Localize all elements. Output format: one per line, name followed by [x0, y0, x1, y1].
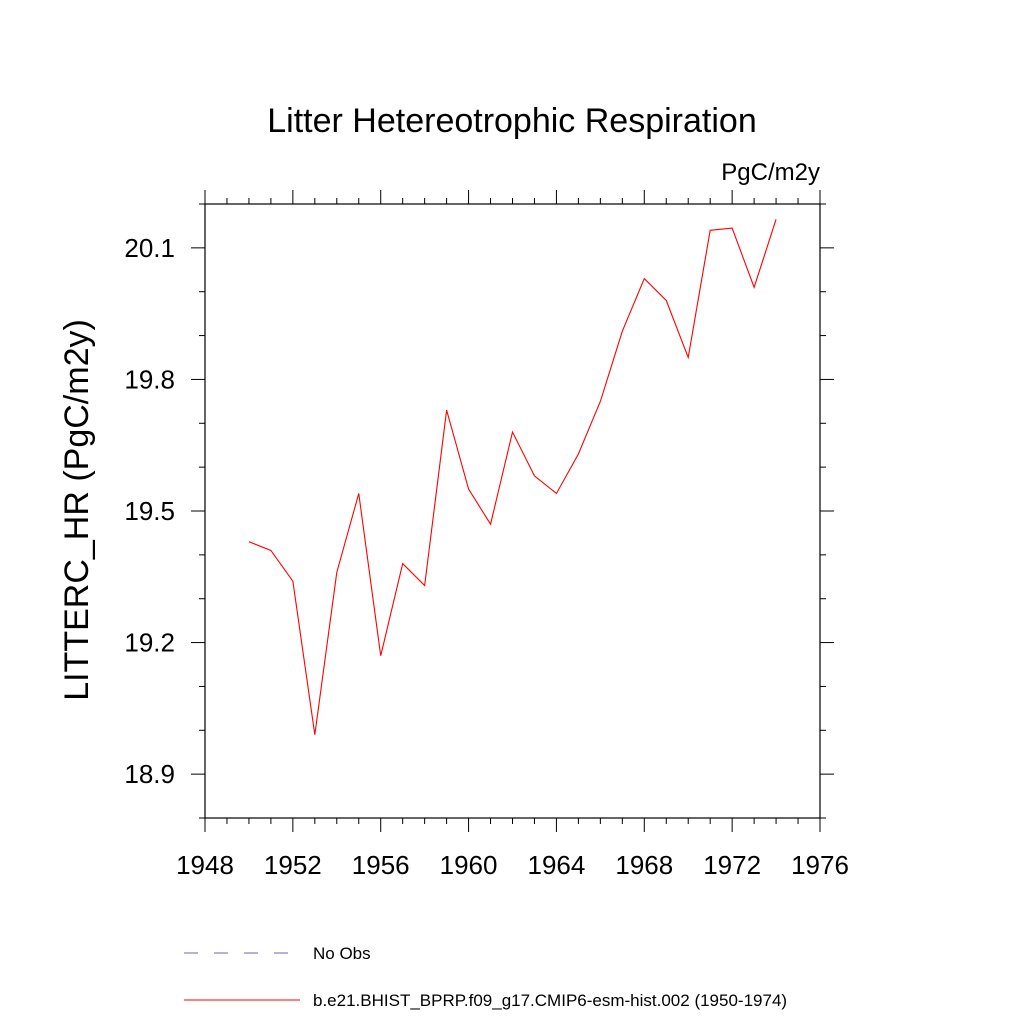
y-axis-label: LITTERC_HR (PgC/m2y): [58, 319, 96, 701]
x-tick-label: 1960: [440, 850, 498, 880]
units-label: PgC/m2y: [721, 159, 820, 186]
x-tick-label: 1948: [176, 850, 234, 880]
plot-frame: [204, 203, 821, 819]
y-tick-label: 20.1: [124, 233, 175, 263]
x-tick-label: 1976: [791, 850, 849, 880]
x-tick-label: 1972: [703, 850, 761, 880]
series-line: [248, 219, 777, 735]
x-tick-label: 1956: [352, 850, 410, 880]
x-tick-label: 1968: [615, 850, 673, 880]
y-tick-label: 19.2: [124, 628, 175, 658]
y-tick-label: 19.5: [124, 496, 175, 526]
x-tick-label: 1952: [264, 850, 322, 880]
y-axis: 18.9 19.2 19.5 19.8 20.1: [124, 203, 834, 819]
series-layer: [248, 219, 777, 735]
legend-series-label: b.e21.BHIST_BPRP.f09_g17.CMIP6-esm-hist.…: [313, 991, 787, 1010]
chart-title: Litter Hetereotrophic Respiration: [267, 102, 756, 140]
y-tick-label: 18.9: [124, 759, 175, 789]
legend: No Obs b.e21.BHIST_BPRP.f09_g17.CMIP6-es…: [184, 944, 787, 1010]
y-tick-label: 19.8: [124, 364, 175, 394]
x-tick-label: 1964: [528, 850, 586, 880]
x-axis: 1948 1952 1956 1960 1964 1968 1972 1976: [176, 190, 849, 880]
legend-no-obs-label: No Obs: [313, 944, 371, 963]
